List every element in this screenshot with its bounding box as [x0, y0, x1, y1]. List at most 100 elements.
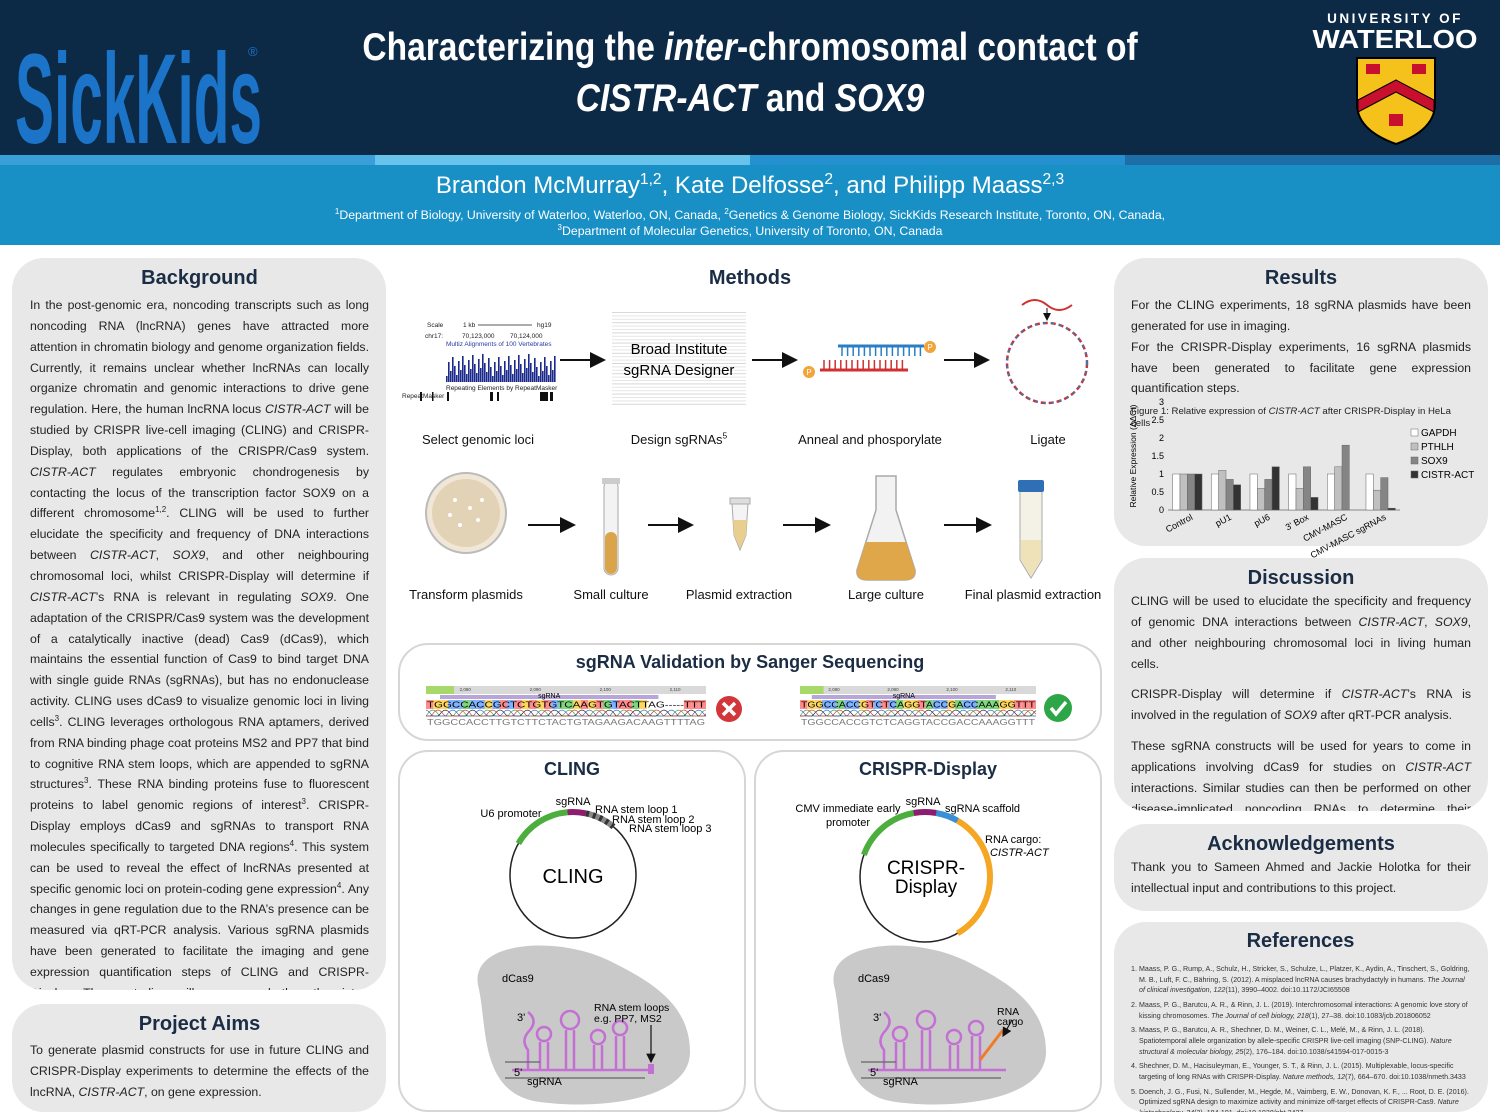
plasmid-label: CISTR-ACT — [990, 847, 1050, 859]
text-run: Nature biotechnology, 34 — [1139, 1098, 1459, 1112]
designer-label: sgRNA Designer — [624, 362, 735, 379]
track-bar — [462, 356, 464, 382]
shape — [913, 809, 937, 816]
bar — [1380, 477, 1389, 511]
text-run: Design sgRNAs — [630, 432, 723, 447]
shape — [1049, 700, 1068, 717]
browser-label: Scale — [427, 322, 444, 329]
step-label: Large culture — [796, 587, 976, 603]
bar — [1327, 473, 1335, 511]
table-row — [612, 329, 746, 330]
base-cell — [521, 700, 530, 709]
legend-swatch — [1410, 470, 1419, 479]
shape — [448, 498, 484, 527]
superscript: 3 — [557, 222, 562, 232]
base-cell — [507, 700, 515, 709]
track-bar — [454, 366, 456, 382]
superscript: 4 — [289, 838, 295, 848]
paragraph: For the CLING experiments, 18 sgRNA plas… — [1131, 295, 1471, 337]
chromatogram — [800, 709, 1037, 717]
base-cell — [1013, 700, 1022, 709]
base-cell — [588, 700, 596, 709]
text-run: ’s RNA is relevant in regulating — [95, 589, 301, 604]
bar — [1271, 466, 1280, 511]
logo-waterloo: UNIVERSITY OF — [1327, 11, 1463, 26]
position-label: 2,110 — [1005, 687, 1016, 692]
table-row — [612, 315, 746, 317]
track-bar — [432, 392, 434, 401]
table-row — [612, 393, 746, 395]
shape — [955, 818, 993, 936]
reference-number: 2. — [1131, 1000, 1137, 1009]
track-bar — [494, 362, 496, 382]
track-bar — [540, 362, 542, 382]
oligo-duplex: P P — [803, 341, 936, 378]
base-cell — [895, 700, 904, 709]
phosphate: P — [806, 368, 811, 377]
culture-tube — [602, 478, 620, 576]
base-cell — [492, 700, 500, 709]
base-cell — [999, 700, 1007, 709]
ruler — [800, 686, 1036, 694]
sgrna-bar — [440, 695, 659, 699]
position-label: 2,080 — [828, 687, 840, 692]
discussion-panel: Discussion CLING will be used to elucida… — [1114, 558, 1488, 811]
track-bar — [518, 355, 520, 382]
text-run: inter — [341, 986, 365, 990]
base-cell — [977, 700, 985, 709]
text-run: after qRT-PCR analysis. — [1316, 708, 1453, 723]
track-bar — [500, 366, 502, 382]
shape — [1366, 64, 1426, 126]
complex-label: 5' — [514, 1067, 522, 1079]
body-text: CLING will be used to elucidate the spec… — [1131, 591, 1471, 811]
sequence: TGGCCACCGCTCTGTGTCAAGTGTACTTAG-----TTT — [427, 701, 705, 710]
legend-label: CISTR-ACT — [1421, 470, 1474, 481]
text-run: CISTR-ACT — [90, 548, 156, 563]
complex-label: 3' — [873, 1012, 881, 1024]
base-cell — [954, 700, 963, 709]
base-cell — [881, 700, 889, 709]
shape — [476, 518, 480, 522]
base-cell — [691, 700, 699, 709]
text-run: Thank you to Sameen Ahmed and Jackie Hol… — [1131, 860, 1471, 895]
track-bar — [516, 369, 518, 382]
table-row — [612, 376, 746, 378]
base-cell — [676, 700, 684, 709]
petri-dish — [425, 472, 507, 554]
y-tick-label: 0.5 — [1151, 487, 1164, 497]
text-run: CISTR-ACT — [575, 77, 757, 120]
base-cell — [969, 700, 977, 709]
reference-number: 4. — [1131, 1062, 1137, 1071]
base-cell — [859, 700, 867, 709]
table-row — [612, 312, 746, 313]
header-bar — [0, 0, 1500, 155]
table-row — [612, 390, 746, 392]
sequence: TGGCCACCGTCTCAGGTACCGACCAAAGGTTT — [801, 718, 1035, 727]
track-bar — [472, 355, 474, 382]
bar — [1264, 479, 1273, 511]
track-bar — [522, 373, 524, 382]
heading: Acknowledgements — [1207, 833, 1395, 855]
table-row — [612, 342, 746, 344]
y-axis-label: Relative Expression (ΔΔCt) — [1128, 404, 1138, 507]
table-row — [612, 403, 746, 405]
plasmid-label: promoter — [826, 817, 870, 829]
track-bar — [544, 357, 546, 382]
sgrna-bar — [811, 695, 996, 699]
track-bar — [480, 368, 482, 382]
base-cell — [470, 700, 478, 709]
chromatogram — [426, 709, 707, 717]
plasmid-label: RNA stem loop 3 — [629, 823, 712, 835]
base-cell — [514, 700, 522, 709]
y-tick-label: 3 — [1159, 397, 1164, 407]
track-bar — [484, 363, 486, 382]
shape — [602, 478, 620, 484]
text-run: SOX9 — [1434, 614, 1468, 629]
x-tick-label: pU1 — [1214, 512, 1233, 529]
track-bar — [546, 366, 548, 382]
track-bar — [488, 358, 490, 382]
shape — [729, 497, 751, 505]
paragraph: To generate plasmid constructs for use i… — [30, 1040, 369, 1103]
text-run: interactions. Similar studies can then b… — [1131, 780, 1471, 811]
